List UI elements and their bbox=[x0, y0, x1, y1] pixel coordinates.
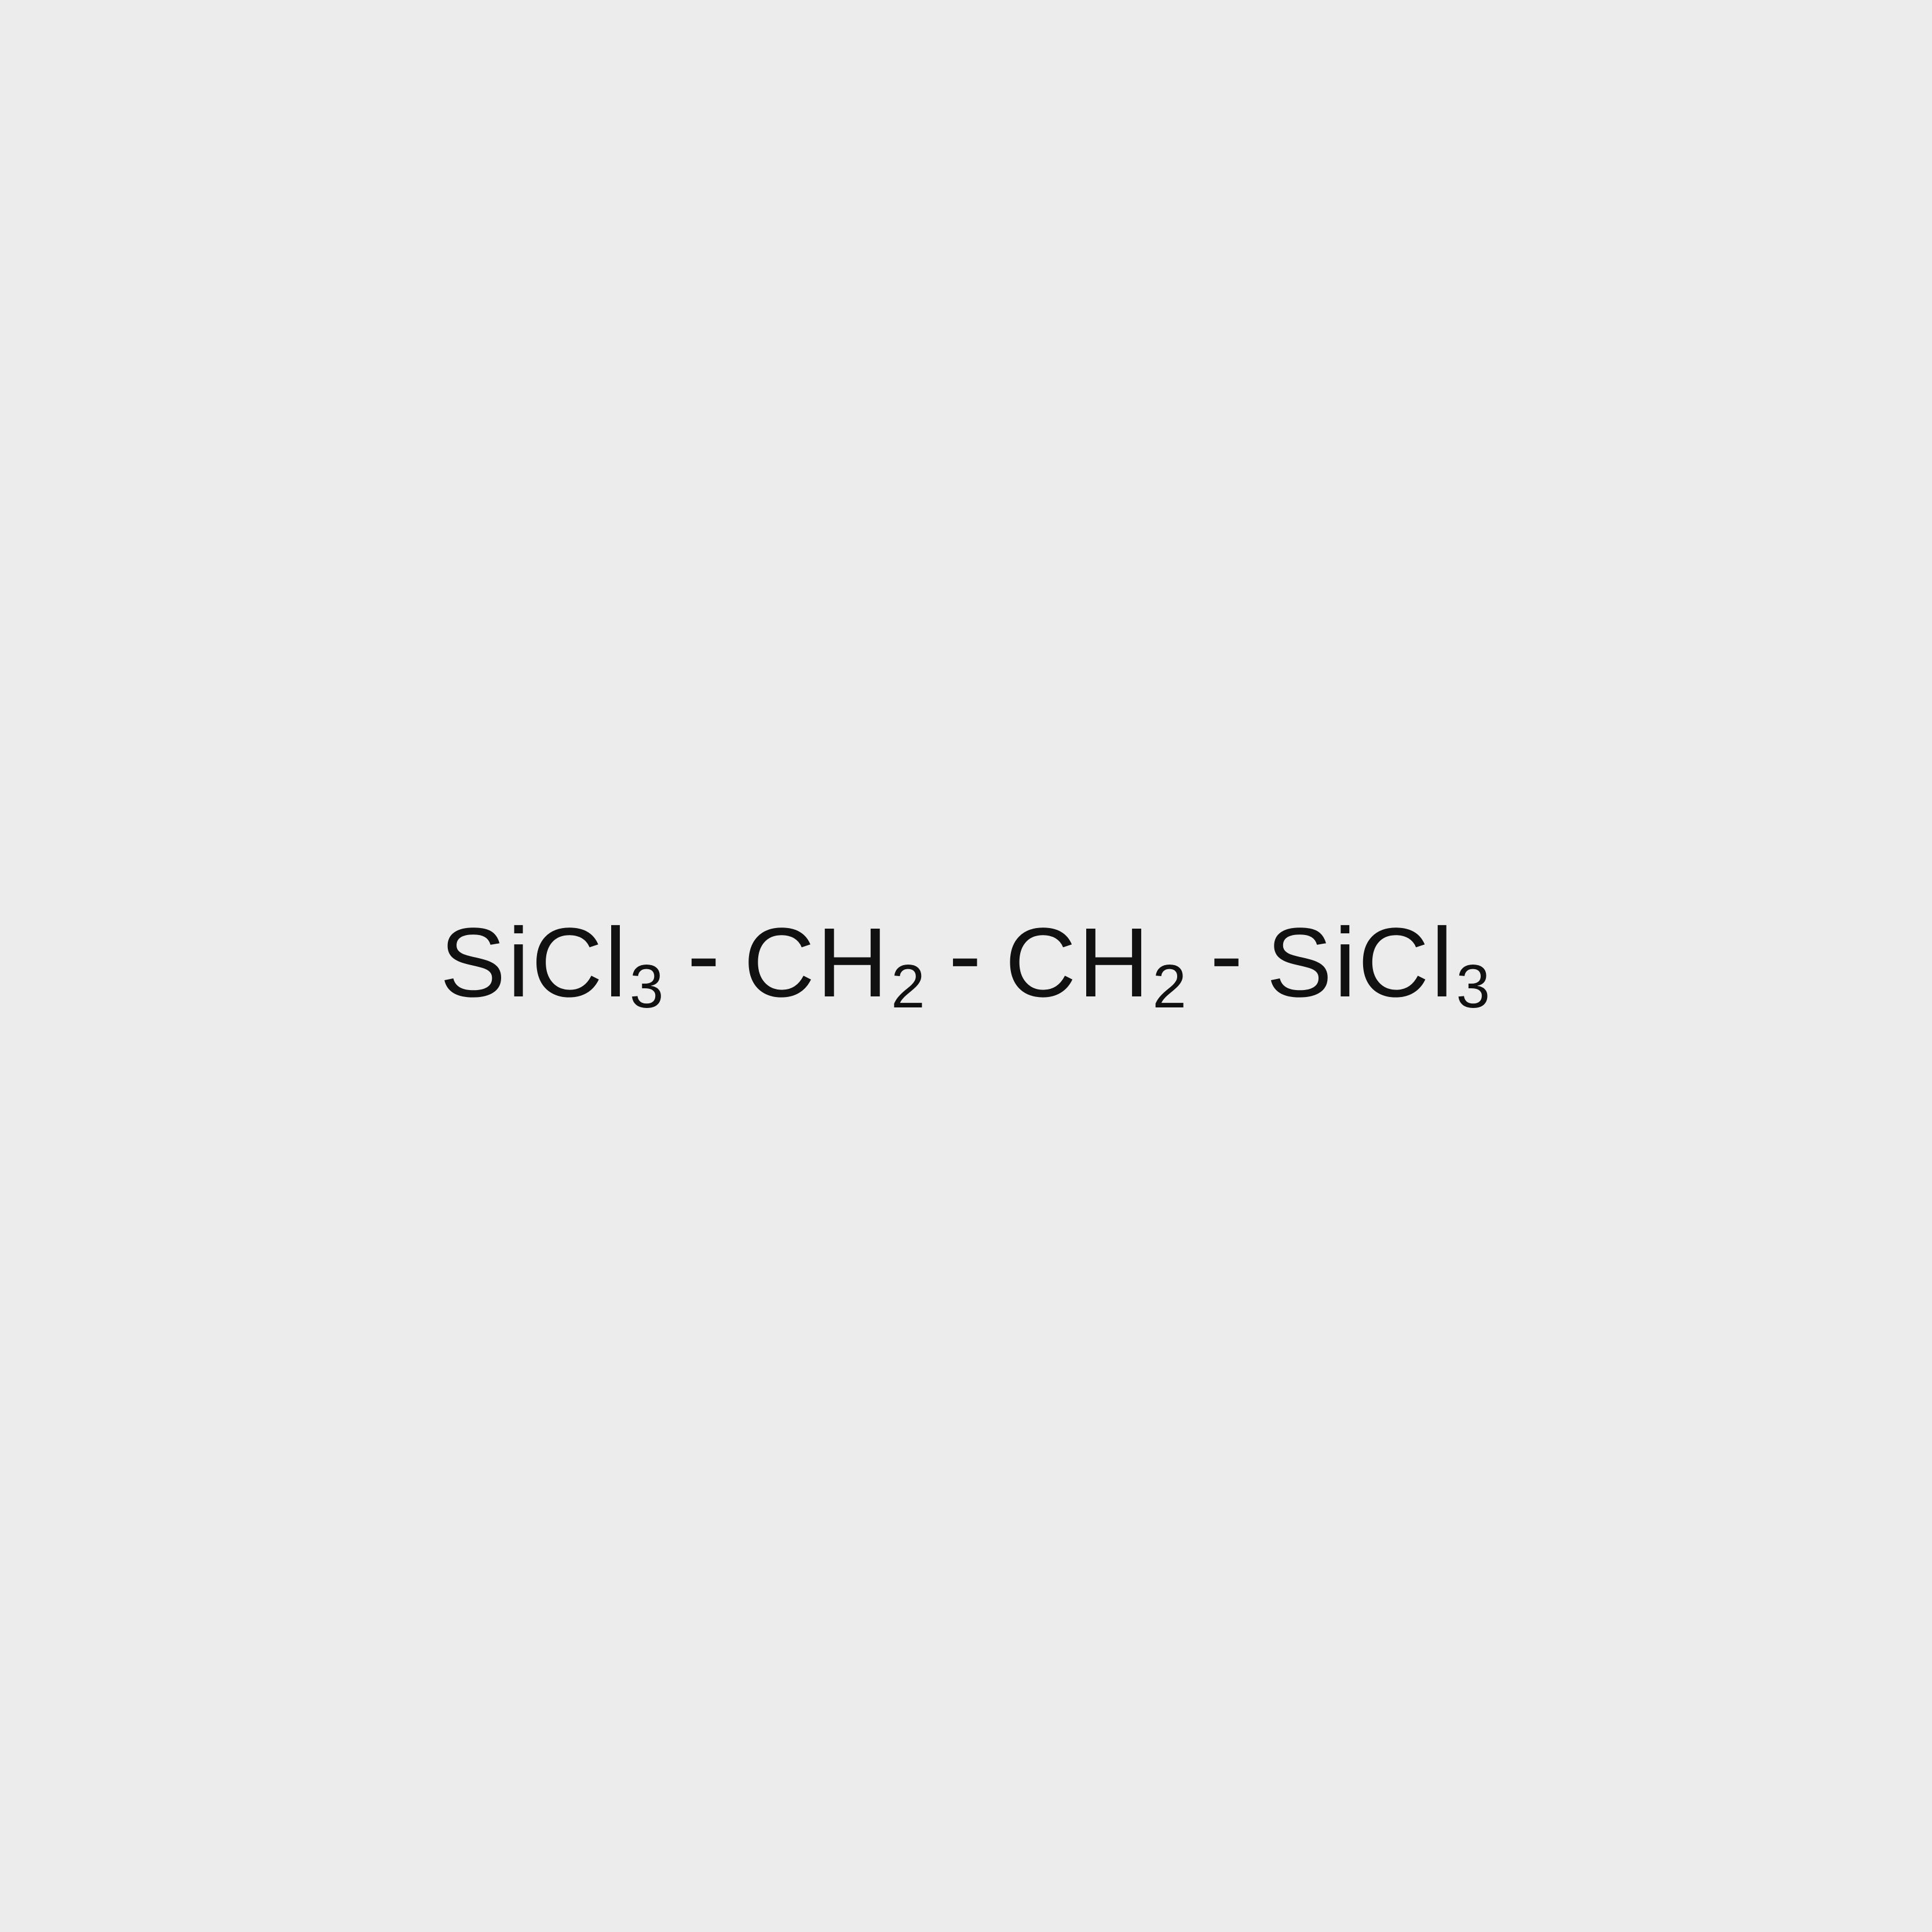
formula-subscript: 3 bbox=[629, 953, 666, 1021]
chemical-formula: SiCl3-CH2-CH2-SiCl3 bbox=[440, 914, 1492, 1017]
diagram-canvas: SiCl3-CH2-CH2-SiCl3 bbox=[0, 0, 1932, 1932]
formula-subscript: 3 bbox=[1455, 953, 1492, 1021]
formula-segment: SiCl bbox=[440, 908, 628, 1018]
formula-subscript: 2 bbox=[1151, 953, 1188, 1021]
formula-segment: CH bbox=[1005, 908, 1151, 1018]
bond-dash: - bbox=[1188, 906, 1266, 1005]
bond-dash: - bbox=[666, 906, 744, 1005]
bond-dash: - bbox=[927, 906, 1005, 1005]
formula-segment: CH bbox=[744, 908, 890, 1018]
formula-subscript: 2 bbox=[890, 953, 927, 1021]
formula-segment: SiCl bbox=[1266, 908, 1455, 1018]
